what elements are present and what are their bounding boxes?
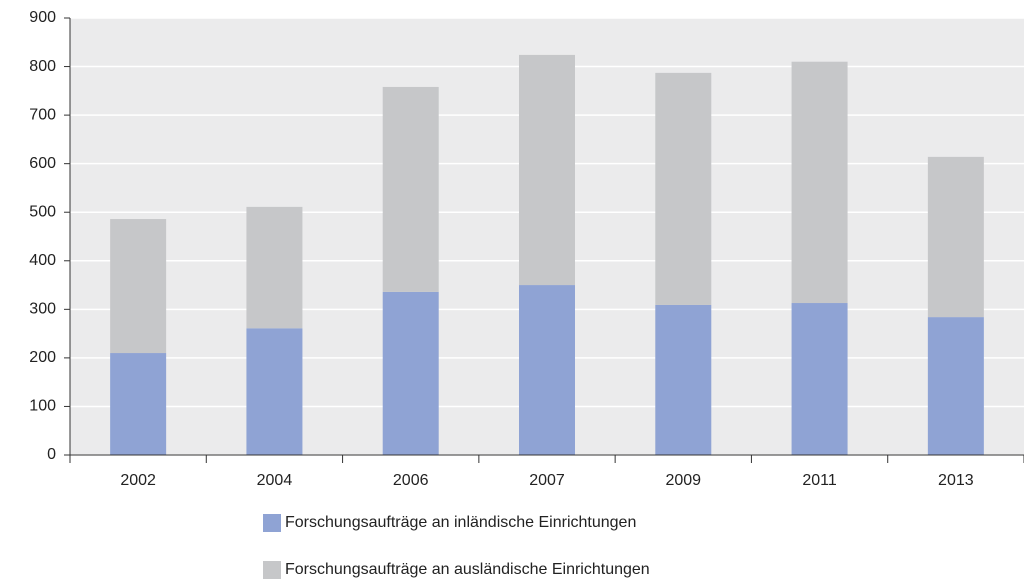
legend-swatch xyxy=(263,561,281,579)
bar xyxy=(246,328,303,455)
y-tick-label: 100 xyxy=(29,398,56,415)
bar xyxy=(927,317,984,455)
bar xyxy=(110,219,167,354)
y-tick-label: 200 xyxy=(29,349,56,366)
legend-label: Forschungsaufträge an ausländische Einri… xyxy=(285,561,650,578)
bar xyxy=(246,206,303,329)
bar xyxy=(791,303,848,455)
y-tick-label: 400 xyxy=(29,252,56,269)
y-tick-label: 800 xyxy=(29,58,56,75)
x-tick-label: 2013 xyxy=(938,472,974,489)
x-tick-label: 2004 xyxy=(257,472,293,489)
bar xyxy=(519,285,575,455)
bar xyxy=(382,86,439,292)
y-tick-label: 0 xyxy=(47,446,56,463)
bar xyxy=(791,61,848,304)
x-tick-label: 2009 xyxy=(665,472,701,489)
y-tick-label: 900 xyxy=(29,9,56,26)
legend-label: Forschungsaufträge an inländische Einric… xyxy=(285,514,636,531)
bar xyxy=(519,54,575,286)
y-tick-label: 500 xyxy=(29,203,56,220)
x-tick-label: 2006 xyxy=(393,472,429,489)
bar xyxy=(655,72,712,305)
legend-swatch xyxy=(263,514,281,532)
y-tick-label: 300 xyxy=(29,301,56,318)
y-tick-label: 700 xyxy=(29,106,56,123)
x-tick-label: 2007 xyxy=(529,472,565,489)
bar xyxy=(382,291,439,455)
bar xyxy=(655,304,712,455)
bar xyxy=(110,353,167,455)
y-tick-label: 600 xyxy=(29,155,56,172)
bar xyxy=(927,156,984,318)
x-tick-label: 2002 xyxy=(120,472,156,489)
x-tick-label: 2011 xyxy=(802,472,837,489)
